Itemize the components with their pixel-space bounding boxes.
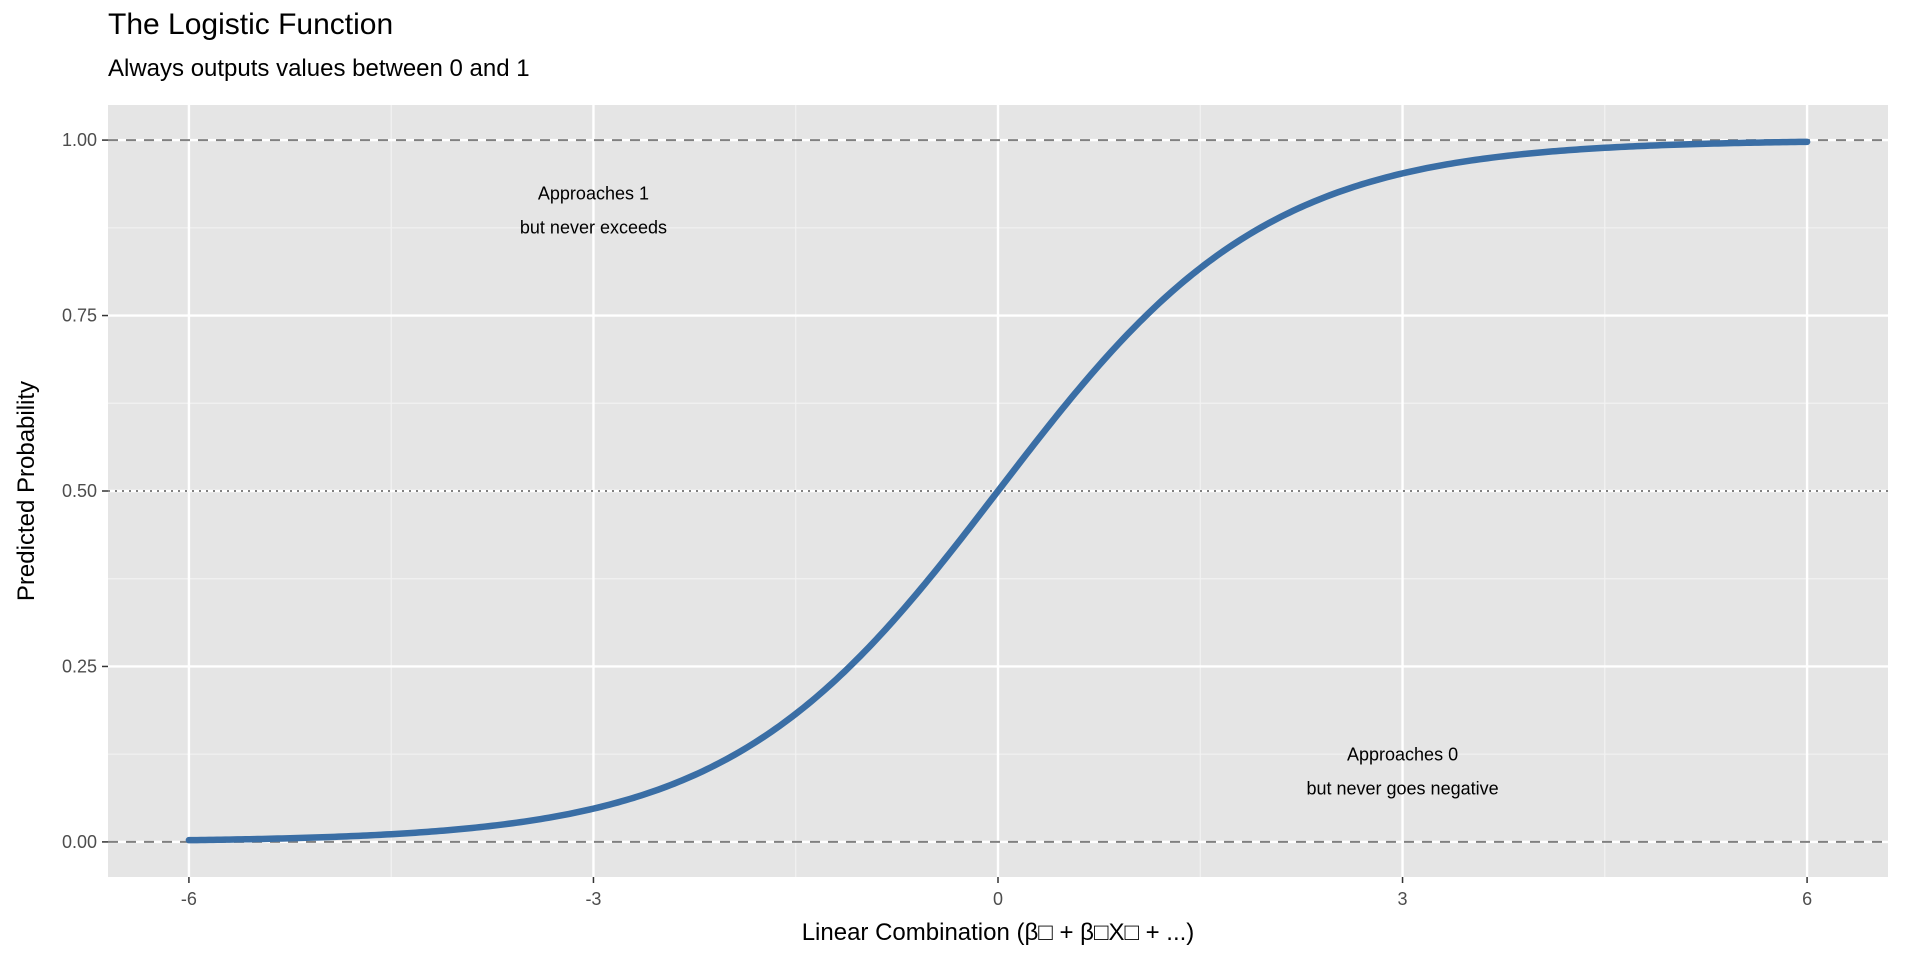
annotations: Approaches 1 but never exceeds Approaches … xyxy=(520,183,1499,798)
axes: -6 -3 0 3 6 0.00 0.25 0.50 0.75 1.00 xyxy=(62,130,1812,909)
logistic-curve xyxy=(185,138,1811,844)
y-tick-label: 0.75 xyxy=(62,306,97,326)
y-tick-label: 0.50 xyxy=(62,481,97,501)
x-tick-label: 0 xyxy=(993,889,1003,909)
y-tick-label: 1.00 xyxy=(62,130,97,150)
x-tick-label: -3 xyxy=(585,889,601,909)
y-axis-label: Predicted Probability xyxy=(13,381,40,601)
chart-subtitle: Always outputs values between 0 and 1 xyxy=(108,55,530,82)
x-tick-label: 3 xyxy=(1398,889,1408,909)
y-tick-label: 0.00 xyxy=(62,832,97,852)
annotation-text: Approaches 1 xyxy=(538,183,649,203)
y-tick-label: 0.25 xyxy=(62,656,97,676)
x-tick-label: -6 xyxy=(181,889,197,909)
chart-title: The Logistic Function xyxy=(108,8,394,41)
annotation-text: Approaches 0 xyxy=(1347,745,1458,765)
x-tick-label: 6 xyxy=(1802,889,1812,909)
x-axis-label: Linear Combination (β□ + β□X□ + ...) xyxy=(802,919,1195,946)
annotation-text: but never exceeds xyxy=(520,217,667,237)
annotation-text: but never goes negative xyxy=(1306,779,1498,799)
